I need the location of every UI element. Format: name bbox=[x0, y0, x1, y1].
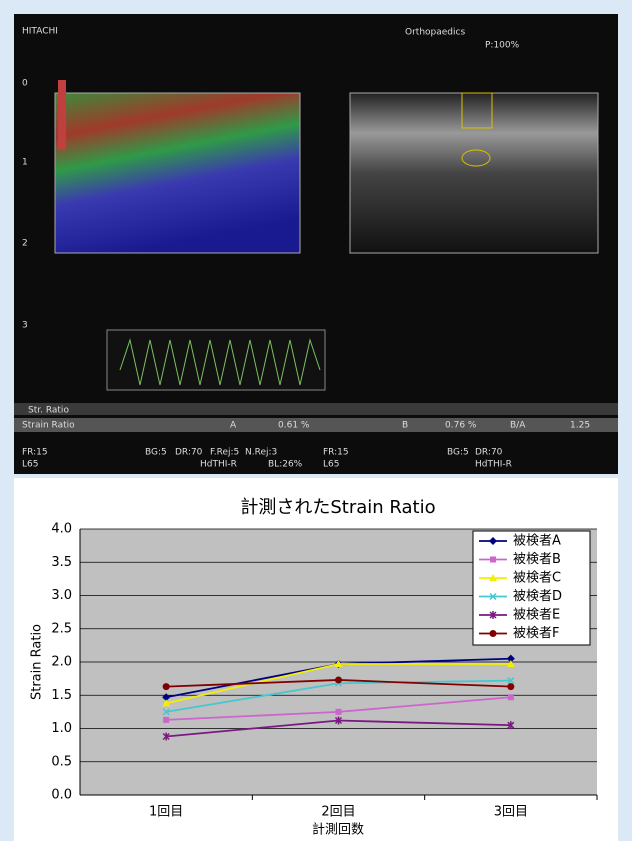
screen-label: 0.61 % bbox=[278, 421, 310, 431]
screen-label: FR:15 bbox=[323, 448, 349, 458]
elastography-box bbox=[55, 93, 300, 253]
x-axis-label: 計測回数 bbox=[312, 822, 364, 838]
screen-label: BG:5 bbox=[145, 448, 167, 458]
marker bbox=[507, 683, 514, 690]
screen-label: 1 bbox=[22, 158, 28, 168]
page: HITACHI Orthopaedics P:100% 0 1 2 3 Str. Ratio S… bbox=[0, 0, 632, 841]
screen-label: A bbox=[230, 421, 237, 431]
marker bbox=[163, 683, 170, 690]
screen-label: 0.76 % bbox=[445, 421, 477, 431]
marker bbox=[508, 694, 514, 700]
y-axis-label: Strain Ratio bbox=[30, 624, 45, 700]
legend-label: 被検者F bbox=[513, 626, 559, 641]
bmode-box bbox=[350, 93, 598, 253]
screen-label: HdTHI-R bbox=[475, 460, 512, 470]
y-tick-label: 1.0 bbox=[51, 721, 72, 736]
x-tick-label: 2回目 bbox=[321, 805, 355, 820]
legend-label: 被検者E bbox=[513, 608, 560, 623]
screen-label: FR:15 bbox=[22, 448, 48, 458]
legend-label: 被検者A bbox=[513, 534, 561, 549]
y-tick-label: 4.0 bbox=[51, 522, 72, 537]
result-bar bbox=[14, 418, 618, 432]
legend-label: 被検者B bbox=[513, 552, 561, 567]
waveform-box bbox=[107, 330, 325, 390]
screen-label: HdTHI-R bbox=[200, 460, 237, 470]
screen-label: L65 bbox=[22, 460, 38, 470]
screen-label: B bbox=[402, 421, 408, 431]
screen-label: DR:70 bbox=[175, 448, 203, 458]
x-tick-label: 3回目 bbox=[494, 805, 528, 820]
screen-label: BL:26% bbox=[268, 460, 303, 470]
y-tick-label: 2.5 bbox=[51, 621, 72, 636]
y-tick-label: 1.5 bbox=[51, 688, 72, 703]
screen-label: DR:70 bbox=[475, 448, 503, 458]
marker bbox=[490, 557, 496, 563]
screen-label: 3 bbox=[22, 321, 28, 331]
y-tick-label: 3.5 bbox=[51, 555, 72, 570]
legend-label: 被検者D bbox=[513, 589, 562, 604]
screen-label: HITACHI bbox=[22, 27, 58, 37]
result-bar bbox=[14, 403, 618, 415]
screen-label: 2 bbox=[22, 239, 28, 249]
screen-label: Strain Ratio bbox=[22, 421, 75, 431]
screen-label: Orthopaedics bbox=[405, 28, 465, 38]
y-tick-label: 0.0 bbox=[51, 788, 72, 803]
y-tick-label: 2.0 bbox=[51, 655, 72, 670]
page-canvas: HITACHI Orthopaedics P:100% 0 1 2 3 Str. Ratio S… bbox=[0, 0, 632, 841]
screen-label: 0 bbox=[22, 79, 28, 89]
y-tick-label: 3.0 bbox=[51, 588, 72, 603]
y-tick-label: 0.5 bbox=[51, 754, 72, 769]
screen-label: P:100% bbox=[485, 41, 520, 51]
legend-label: 被検者C bbox=[513, 571, 561, 586]
x-tick-label: 1回目 bbox=[149, 805, 183, 820]
screen-label: F.Rej:5 bbox=[210, 448, 239, 458]
screen-label: N.Rej:3 bbox=[245, 448, 277, 458]
screen-label: L65 bbox=[323, 460, 339, 470]
ultrasound-screen: HITACHI Orthopaedics P:100% 0 1 2 3 Str. Ratio S… bbox=[14, 14, 618, 474]
marker bbox=[336, 709, 342, 715]
screen-label: B/A bbox=[510, 421, 526, 431]
chart-title: 計測されたStrain Ratio bbox=[240, 497, 435, 518]
marker bbox=[163, 717, 169, 723]
screen-label: BG:5 bbox=[447, 448, 469, 458]
screen-label: 1.25 bbox=[570, 421, 590, 431]
screen-label: Str. Ratio bbox=[28, 406, 69, 416]
color-scale bbox=[58, 80, 66, 150]
marker bbox=[490, 630, 497, 637]
marker bbox=[335, 676, 342, 683]
